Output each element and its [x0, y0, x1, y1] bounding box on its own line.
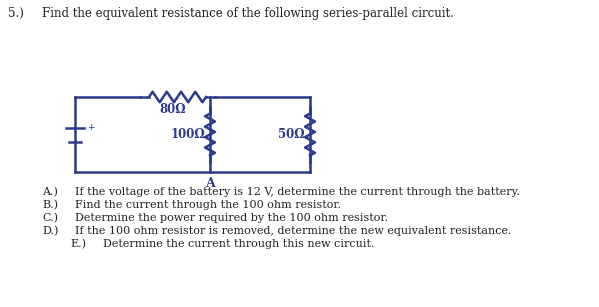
Text: 50Ω: 50Ω [279, 128, 305, 141]
Text: E.): E.) [70, 239, 86, 249]
Text: C.): C.) [42, 213, 58, 223]
Text: D.): D.) [42, 226, 58, 236]
Text: B.): B.) [42, 200, 58, 210]
Text: Find the current through the 100 ohm resistor.: Find the current through the 100 ohm res… [75, 200, 341, 210]
Text: +: + [87, 123, 95, 133]
Text: Determine the current through this new circuit.: Determine the current through this new c… [103, 239, 374, 249]
Text: If the 100 ohm resistor is removed, determine the new equivalent resistance.: If the 100 ohm resistor is removed, dete… [75, 226, 512, 236]
Text: 80Ω: 80Ω [159, 103, 186, 116]
Text: If the voltage of the battery is 12 V, determine the current through the battery: If the voltage of the battery is 12 V, d… [75, 187, 520, 197]
Text: Determine the power required by the 100 ohm resistor.: Determine the power required by the 100 … [75, 213, 388, 223]
Text: 5.): 5.) [8, 7, 24, 20]
Text: 100Ω: 100Ω [170, 128, 205, 141]
Text: A: A [205, 177, 215, 190]
Text: A.): A.) [42, 187, 58, 197]
Text: Find the equivalent resistance of the following series-parallel circuit.: Find the equivalent resistance of the fo… [42, 7, 454, 20]
